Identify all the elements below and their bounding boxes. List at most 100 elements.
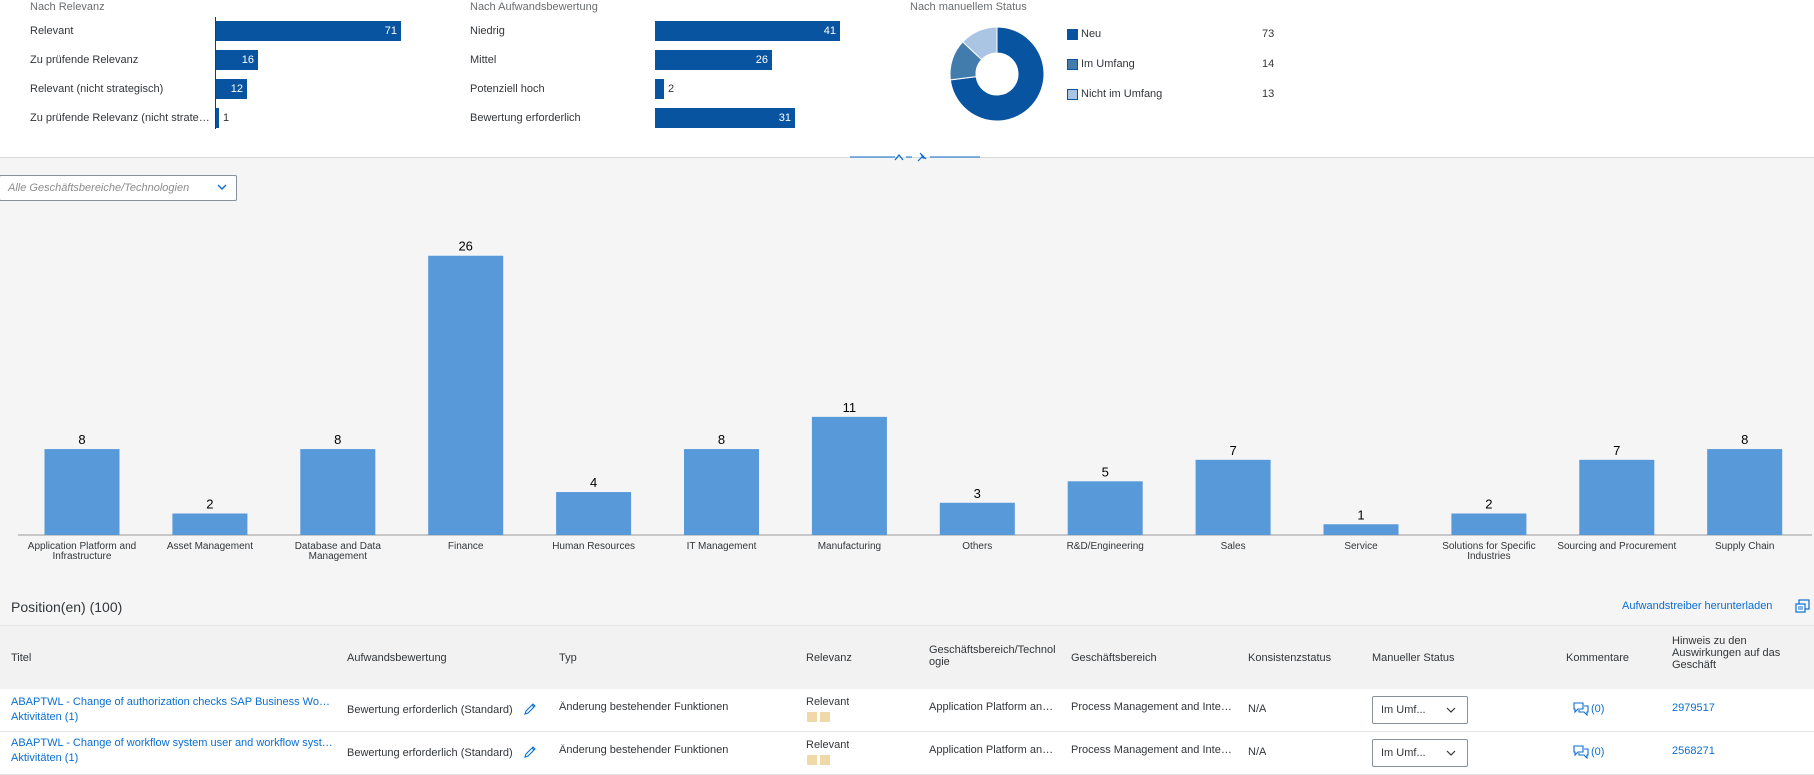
- chart-bar[interactable]: [1323, 524, 1399, 535]
- relevance-axis: [215, 17, 216, 129]
- col-area-tech[interactable]: Geschäftsbereich/Technologie: [929, 644, 1056, 668]
- item-type: Änderung bestehender Funktionen: [559, 701, 729, 713]
- chart-data-label: 7: [1229, 443, 1236, 458]
- relevance-kpi-label: Relevant (nicht strategisch): [30, 83, 164, 95]
- item-relevance: Relevant: [806, 739, 850, 751]
- chart-category-label: Human Resources: [552, 541, 635, 552]
- chart-category-label: Finance: [448, 541, 484, 552]
- edit-icon[interactable]: [523, 745, 537, 759]
- comments-icon[interactable]: [1573, 745, 1589, 759]
- chart-category-label: Others: [962, 541, 992, 552]
- chart-bar[interactable]: [1579, 459, 1655, 535]
- item-area: Process Management and Integration: [1071, 744, 1234, 756]
- relevance-kpi-bar[interactable]: 16: [216, 50, 258, 70]
- download-effort-drivers-link[interactable]: Aufwandstreiber herunterladen: [1622, 600, 1773, 612]
- relevance-kpi-label: Zu prüfende Relevanz: [30, 54, 139, 66]
- item-title-link[interactable]: ABAPTWL - Change of workflow system user…: [11, 737, 333, 749]
- item-activities-link[interactable]: Aktivitäten (1): [11, 711, 79, 723]
- legend-label: Im Umfang: [1081, 58, 1135, 70]
- chart-bar[interactable]: [1195, 459, 1271, 535]
- chart-bar[interactable]: [44, 449, 120, 535]
- edit-icon[interactable]: [523, 702, 537, 716]
- header-collapse-bar[interactable]: [850, 150, 980, 164]
- chart-bar[interactable]: [428, 255, 504, 536]
- legend-label: Nicht im Umfang: [1081, 88, 1163, 100]
- col-title[interactable]: Titel: [11, 652, 32, 664]
- effort-kpi-value: 26: [755, 54, 768, 66]
- chart-bar[interactable]: [811, 416, 887, 535]
- legend-swatch: [1067, 59, 1078, 70]
- col-type[interactable]: Typ: [559, 652, 577, 664]
- chart-data-label: 4: [590, 475, 597, 490]
- relevance-kpi-label: Zu prüfende Relevanz (nicht strategisch): [30, 112, 212, 124]
- chart-category-label: IT Management: [687, 541, 757, 552]
- comments-count[interactable]: (0): [1591, 703, 1605, 715]
- chart-bar[interactable]: [172, 513, 248, 535]
- item-area-tech: Application Platform and Infrastructure: [929, 744, 1059, 756]
- donut-slice[interactable]: [949, 26, 1045, 122]
- effort-kpi-value: 2: [668, 83, 675, 95]
- legend-swatch: [1067, 29, 1078, 40]
- chart-category-label: Application Platform and Infrastructure: [28, 541, 136, 562]
- chevron-down-icon: [1446, 750, 1456, 756]
- table-row[interactable]: ABAPTWL - Change of authorization checks…: [0, 689, 1814, 732]
- item-title-link[interactable]: ABAPTWL - Change of authorization checks…: [11, 696, 333, 708]
- status-kpi-title: Nach manuellem Status: [910, 1, 1027, 13]
- comments-icon[interactable]: [1573, 702, 1589, 716]
- business-note-link[interactable]: 2979517: [1672, 702, 1715, 714]
- chart-data-label: 7: [1613, 443, 1620, 458]
- export-icon[interactable]: [1795, 598, 1811, 614]
- relevance-indicator: [807, 712, 817, 722]
- manual-status-value: Im Umf...: [1381, 704, 1426, 716]
- comments-count[interactable]: (0): [1591, 746, 1605, 758]
- relevance-indicator: [807, 755, 817, 765]
- chart-bar[interactable]: [300, 449, 376, 535]
- chart-bar[interactable]: [684, 449, 759, 535]
- col-consistency[interactable]: Konsistenzstatus: [1248, 652, 1332, 664]
- effort-kpi-bar[interactable]: 26: [655, 50, 772, 70]
- business-area-filter[interactable]: Alle Geschäftsbereiche/Technologien: [0, 175, 237, 201]
- relevance-kpi-bar[interactable]: 71: [216, 21, 401, 41]
- chart-category-label: Supply Chain: [1715, 541, 1774, 552]
- item-area-tech: Application Platform and Infrastructure: [929, 701, 1059, 713]
- manual-status-value: Im Umf...: [1381, 747, 1426, 759]
- col-manual-status[interactable]: Manueller Status: [1372, 652, 1455, 664]
- effort-kpi-bar[interactable]: 31: [655, 108, 795, 128]
- table-row[interactable]: ABAPTWL - Change of workflow system user…: [0, 732, 1814, 775]
- effort-kpi-bar[interactable]: [655, 79, 664, 99]
- effort-kpi-title: Nach Aufwandsbewertung: [470, 1, 598, 13]
- relevance-kpi-bar[interactable]: [216, 108, 219, 128]
- chart-bar[interactable]: [1451, 513, 1527, 535]
- relevance-kpi-value: 1: [223, 112, 230, 124]
- filter-placeholder: Alle Geschäftsbereiche/Technologien: [8, 182, 190, 194]
- col-area[interactable]: Geschäftsbereich: [1071, 652, 1157, 664]
- chart-bar[interactable]: [556, 492, 632, 535]
- relevance-indicator: [820, 712, 830, 722]
- chart-data-label: 2: [206, 497, 213, 512]
- item-activities-link[interactable]: Aktivitäten (1): [11, 752, 79, 764]
- chart-category-label: Solutions for Specific Industries: [1442, 541, 1535, 562]
- chart-data-label: 8: [718, 432, 725, 447]
- effort-kpi-value: 31: [778, 112, 791, 124]
- col-business-note[interactable]: Hinweis zu den Auswirkungen auf das Gesc…: [1672, 635, 1781, 671]
- chart-bar[interactable]: [939, 502, 1015, 535]
- legend-value: 14: [1262, 58, 1275, 70]
- chart-bar[interactable]: [1707, 449, 1783, 535]
- item-relevance: Relevant: [806, 696, 850, 708]
- status-donut-chart[interactable]: [948, 25, 1046, 123]
- col-comments[interactable]: Kommentare: [1566, 652, 1629, 664]
- col-effort[interactable]: Aufwandsbewertung: [347, 652, 447, 664]
- business-note-link[interactable]: 2568271: [1672, 745, 1715, 757]
- chart-data-label: 8: [1741, 432, 1748, 447]
- manual-status-select[interactable]: Im Umf...: [1372, 696, 1468, 724]
- chevron-down-icon: [1446, 707, 1456, 713]
- legend-swatch: [1067, 89, 1078, 100]
- legend-value: 73: [1262, 28, 1275, 40]
- relevance-kpi-label: Relevant: [30, 25, 74, 37]
- donut-slice[interactable]: [962, 26, 998, 61]
- chart-bar[interactable]: [1067, 481, 1143, 535]
- manual-status-select[interactable]: Im Umf...: [1372, 739, 1468, 767]
- effort-kpi-bar[interactable]: 41: [655, 21, 840, 41]
- col-relevance[interactable]: Relevanz: [806, 652, 852, 664]
- relevance-kpi-bar[interactable]: 12: [216, 79, 247, 99]
